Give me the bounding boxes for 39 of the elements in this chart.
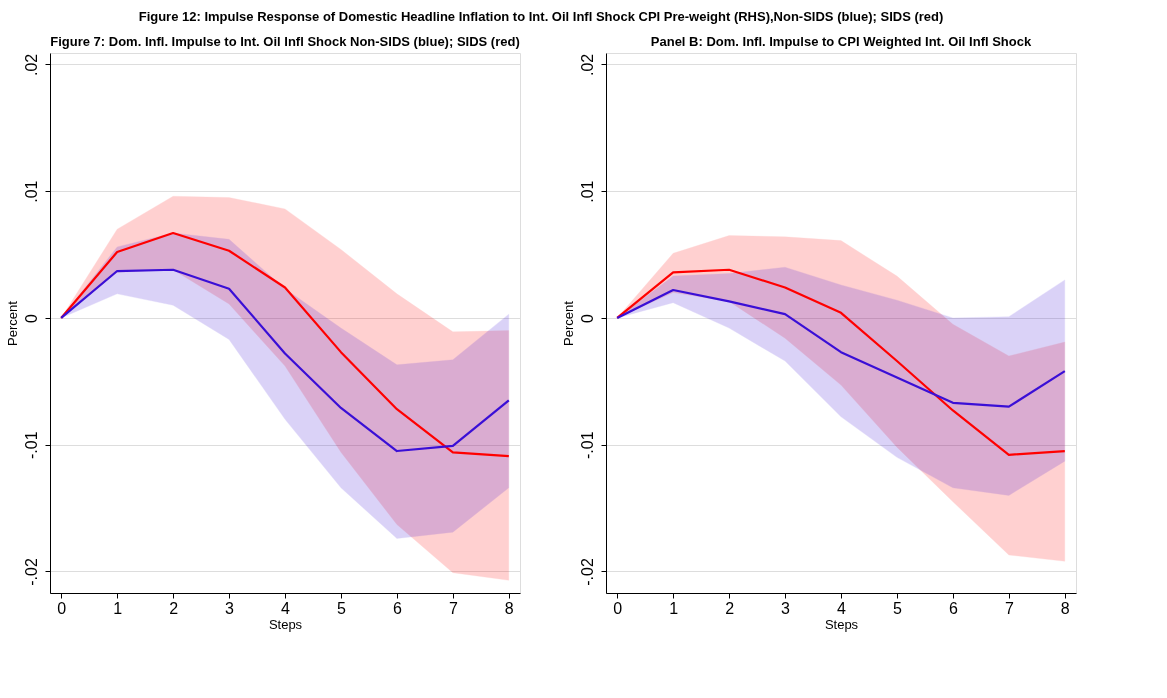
x-tick-label: 8 [504, 599, 514, 617]
y-tick-label: .01 [22, 180, 40, 203]
x-tick-label: 6 [392, 599, 402, 617]
line-series [60, 231, 510, 458]
y-tick-label: -.02 [22, 558, 40, 586]
line-series [60, 268, 510, 453]
x-tick-label: 8 [1060, 599, 1070, 617]
x-axis-title: Steps [824, 616, 859, 632]
x-tick-label: 1 [113, 599, 123, 617]
x-tick-label: 2 [169, 599, 179, 617]
line-series [616, 268, 1066, 456]
x-tick-label: 3 [225, 599, 235, 617]
x-tick-label: 2 [725, 599, 735, 617]
y-tick-label: 0 [22, 313, 40, 323]
x-tick-label: 1 [669, 599, 679, 617]
x-tick-label: 7 [448, 599, 458, 617]
chart-title: Figure 7: Dom. Infl. Impulse to Int. Oil Infl Shock Non-SIDS (blue); SIDS (red) [50, 34, 520, 49]
x-tick-label: 6 [948, 599, 958, 617]
x-tick-label: 7 [1004, 599, 1014, 617]
x-tick-label: 0 [613, 599, 623, 617]
y-tick-label: -.01 [578, 431, 596, 459]
x-tick-label: 5 [893, 599, 902, 617]
caption: Figure 12: Impulse Response of Domestic Headline Inflation to Int. Oil Infl Shock CPI Pre-weight (RHS),Non-SIDS (blue); SIDS (red) [138, 8, 944, 24]
x-tick-label: 3 [781, 599, 791, 617]
x-tick-label: 4 [837, 599, 847, 617]
chart-title: Panel B: Dom. Infl. Impulse to CPI Weighted Int. Oil Infl Shock [650, 34, 1032, 49]
y-tick-label: .01 [578, 180, 596, 203]
x-tick-label: 5 [337, 599, 346, 617]
y-tick-label: -.02 [578, 558, 596, 586]
y-tick-label: .02 [578, 53, 596, 77]
x-axis-title: Steps [268, 616, 303, 632]
y-tick-label: .02 [22, 53, 40, 77]
y-tick-label: -.01 [22, 431, 40, 459]
y-tick-label: 0 [578, 313, 596, 323]
y-axis-title: Percent [560, 300, 576, 346]
x-tick-label: 4 [281, 599, 291, 617]
x-tick-label: 0 [57, 599, 67, 617]
y-axis-title: Percent [4, 300, 20, 346]
line-series [616, 288, 1066, 408]
